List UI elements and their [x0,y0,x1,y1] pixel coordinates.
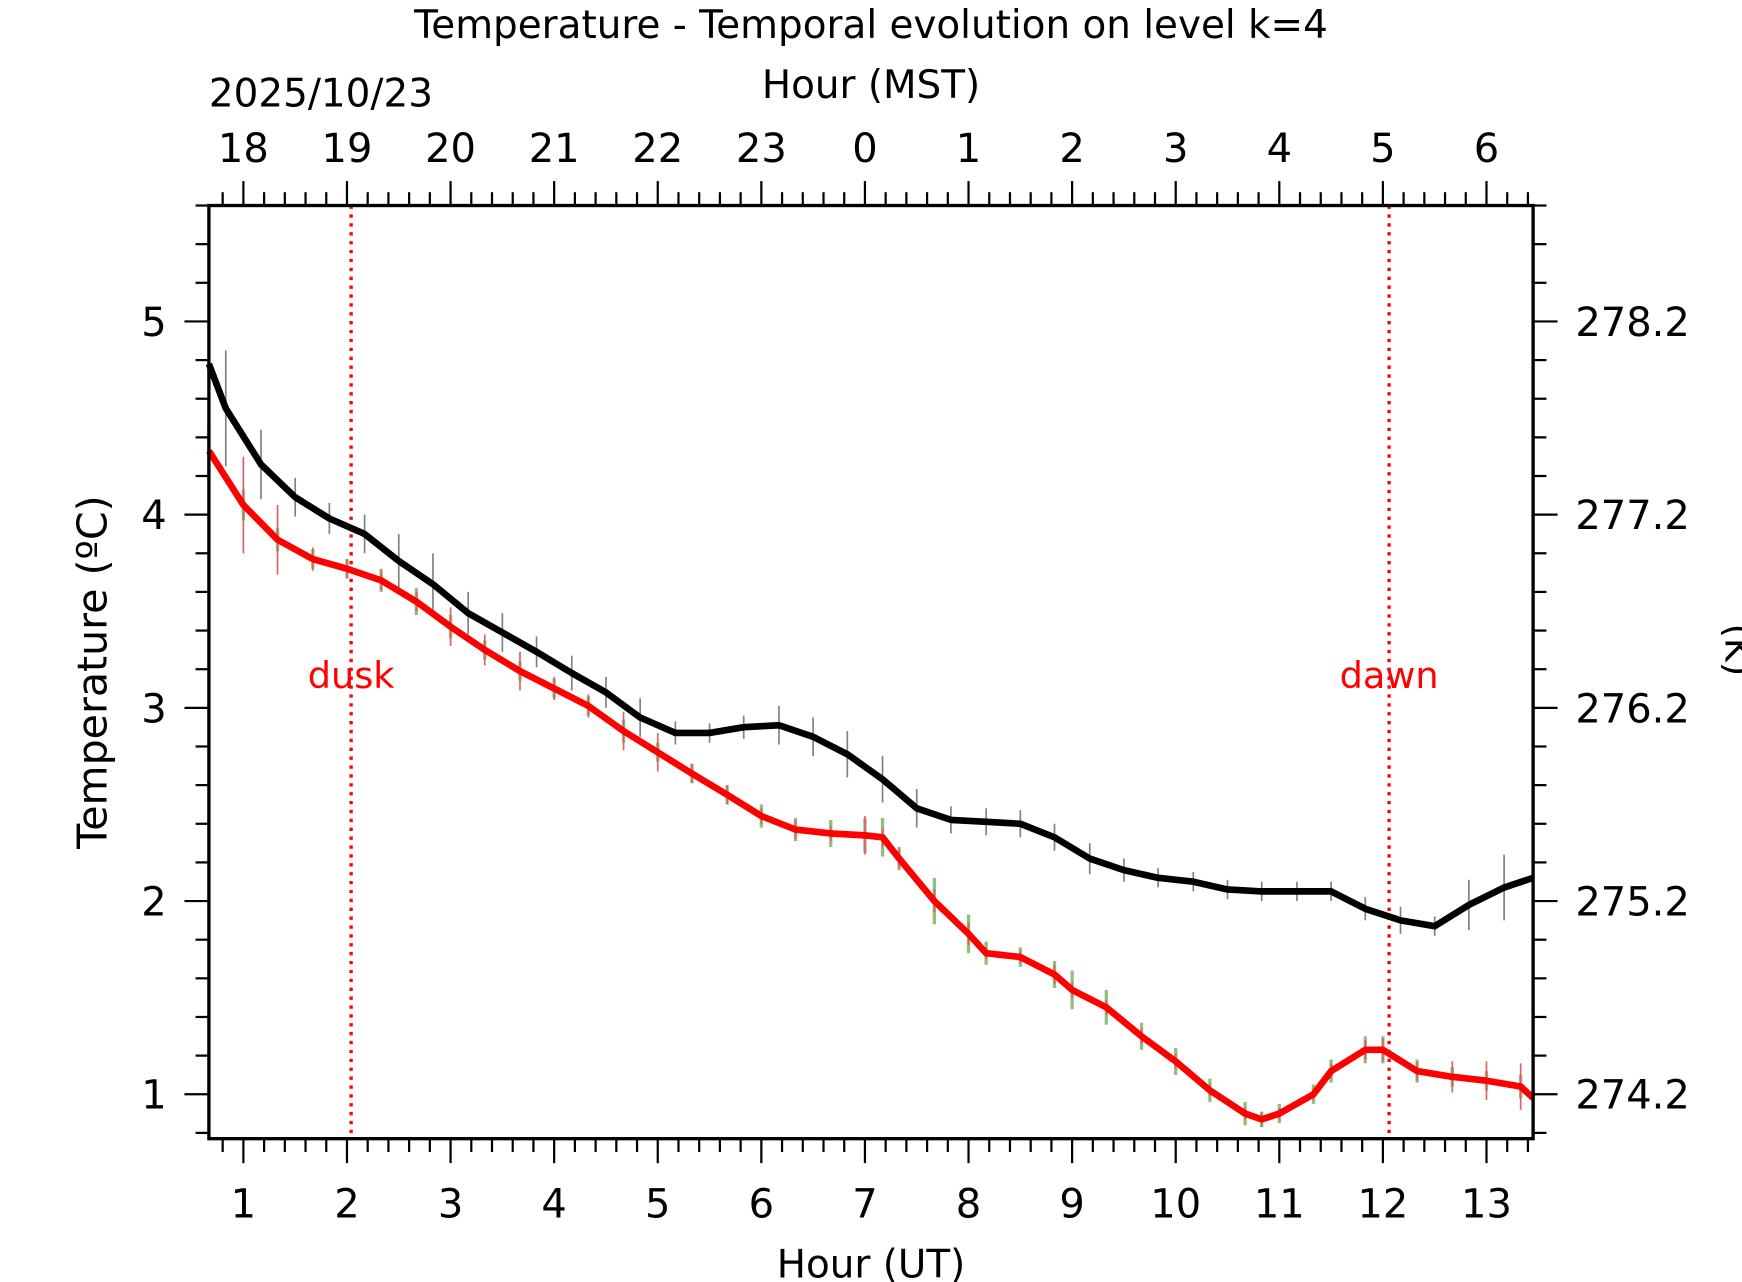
x-tick-label: 13 [1461,1182,1512,1228]
x-tick-label: 3 [438,1182,463,1228]
x-tick-label: 4 [541,1182,566,1228]
top-tick-label: 0 [852,126,877,172]
x-tick-label: 11 [1254,1182,1305,1228]
right-tick-label: 278.2 [1575,300,1689,346]
top-tick-label: 3 [1163,126,1188,172]
annotation-dusk: dusk [308,654,396,697]
x-tick-label: 7 [852,1182,877,1228]
right-tick-label: 274.2 [1575,1073,1689,1119]
black-series-line [205,362,1535,930]
annotation-dawn: dawn [1340,654,1439,697]
x-tick-label: 1 [231,1182,256,1228]
red-series-line [206,449,1536,1123]
right-axis-label: (K) [1716,624,1742,677]
x-tick-label: 6 [749,1182,774,1228]
right-tick-label: 275.2 [1575,879,1689,925]
top-tick-label: 2 [1059,126,1084,172]
top-tick-label: 20 [425,126,476,172]
top-tick-label: 1 [956,126,981,172]
x-tick-label: 12 [1357,1182,1408,1228]
right-tick-label: 277.2 [1575,493,1689,539]
y-tick-label: 3 [141,686,166,732]
x-tick-label: 9 [1059,1182,1084,1228]
x-tick-label: 8 [956,1182,981,1228]
top-tick-label: 23 [736,126,787,172]
top-tick-label: 6 [1474,126,1499,172]
y-axis-label: Temperature (ºC) [69,495,117,850]
top-tick-label: 5 [1370,126,1395,172]
right-tick-label: 276.2 [1575,686,1689,732]
top-tick-label: 4 [1267,126,1292,172]
top-tick-label: 19 [322,126,373,172]
top-tick-label: 18 [218,126,269,172]
date-label: 2025/10/23 [209,72,433,117]
top-axis-label: Hour (MST) [762,63,980,108]
chart-title: Temperature - Temporal evolution on leve… [413,3,1328,48]
y-tick-label: 5 [141,300,166,346]
top-tick-label: 22 [632,126,683,172]
y-tick-label: 2 [141,879,166,925]
plot-frame [207,203,1535,1141]
green-series-line [207,449,1535,1122]
y-tick-label: 4 [141,493,166,539]
x-tick-label: 5 [645,1182,670,1228]
top-tick-label: 21 [529,126,580,172]
x-axis-label: Hour (UT) [777,1243,966,1282]
x-tick-label: 10 [1150,1182,1201,1228]
y-tick-label: 1 [141,1073,166,1119]
x-tick-label: 2 [334,1182,359,1228]
